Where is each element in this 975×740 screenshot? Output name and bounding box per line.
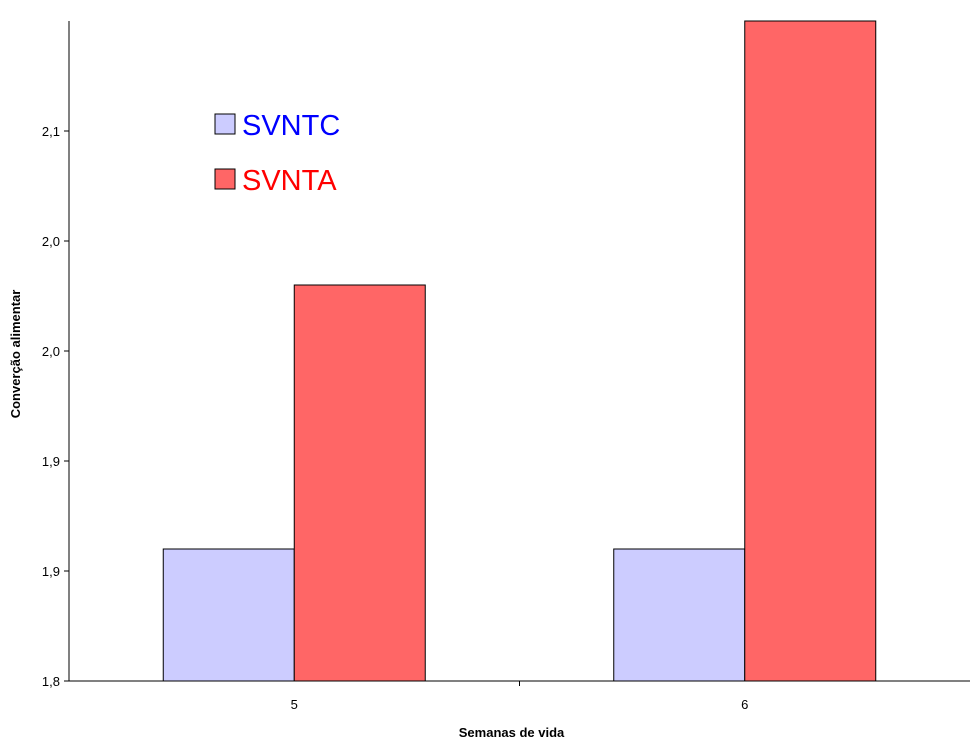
y-tick-label: 1,9 [42,564,60,579]
legend-swatch-svnta [214,168,236,190]
bar-svntc-5 [162,548,295,682]
y-tick-label: 1,9 [42,454,60,469]
legend-label-svntc: SVNTC [242,110,340,142]
bar-svnta-5 [293,284,426,682]
y-tick-label: 1,8 [42,674,60,689]
y-tick-label: 2,0 [42,234,60,249]
x-tick-label: 5 [291,697,298,712]
x-axis-title: Semanas de vida [459,725,565,740]
x-tick-label: 6 [741,697,748,712]
bars-group [162,20,877,682]
bar-svnta-6 [744,20,877,682]
legend-swatch-svntc [214,113,236,135]
bar-svntc-6 [613,548,746,682]
y-tick-label: 2,1 [42,124,60,139]
legend-label-svnta: SVNTA [242,165,337,197]
legend: SVNTC SVNTA [214,110,340,197]
y-axis-title: Converção alimentar [8,290,23,419]
y-axis-ticks: 1,8 1,9 1,9 2,0 2,0 2,1 [42,124,69,689]
y-tick-label: 2,0 [42,344,60,359]
